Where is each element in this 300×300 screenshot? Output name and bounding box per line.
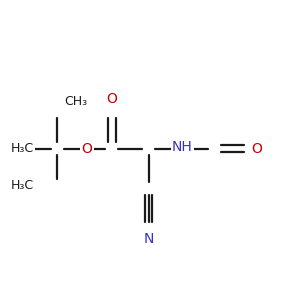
Text: H₃C: H₃C [11,142,34,155]
Text: O: O [251,142,262,155]
Text: O: O [81,142,92,155]
Text: O: O [106,92,117,106]
Text: H₃C: H₃C [11,179,34,192]
Text: CH₃: CH₃ [64,95,88,108]
Text: N: N [143,232,154,246]
Text: NH: NH [172,140,193,154]
